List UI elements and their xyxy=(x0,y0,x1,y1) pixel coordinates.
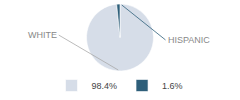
svg-text:98.4%: 98.4% xyxy=(92,81,118,91)
svg-text:WHITE: WHITE xyxy=(28,30,57,40)
svg-text:HISPANIC: HISPANIC xyxy=(168,35,210,45)
svg-text:1.6%: 1.6% xyxy=(162,81,183,91)
